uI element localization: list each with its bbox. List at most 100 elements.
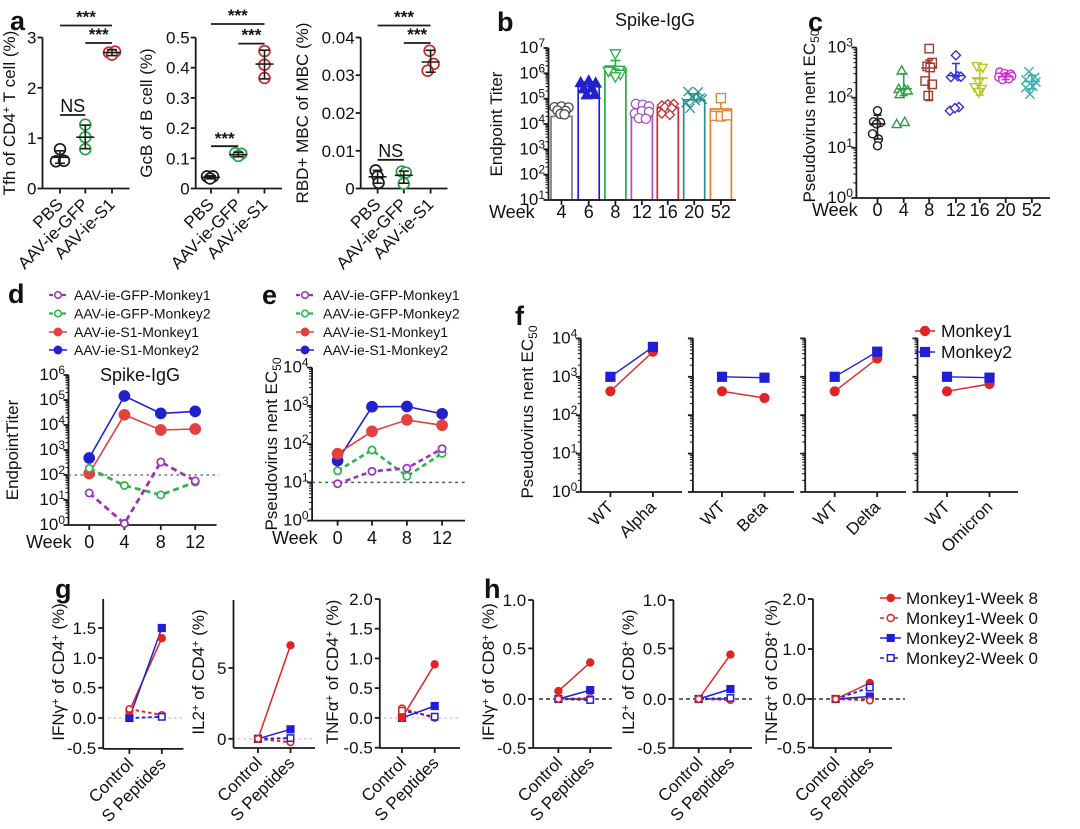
svg-text:h: h (484, 574, 501, 604)
svg-text:102: 102 (519, 163, 545, 184)
svg-text:NS: NS (378, 141, 403, 161)
svg-text:a: a (10, 6, 26, 36)
svg-text:5: 5 (217, 659, 226, 678)
svg-text:6: 6 (584, 202, 594, 222)
svg-text:c: c (808, 7, 823, 37)
svg-text:104: 104 (519, 112, 545, 133)
svg-text:0.5: 0.5 (503, 639, 527, 658)
svg-text:8: 8 (610, 202, 620, 222)
svg-text:-0.5: -0.5 (637, 739, 666, 758)
svg-text:AAV-ie-GFP-Monkey1: AAV-ie-GFP-Monkey1 (74, 287, 211, 303)
svg-text:IL2+ of CD4+ (%): IL2+ of CD4+ (%) (189, 609, 208, 734)
svg-text:e: e (262, 280, 277, 310)
svg-text:4: 4 (119, 532, 129, 552)
svg-text:16: 16 (970, 200, 990, 220)
svg-text:Monkey2: Monkey2 (941, 342, 1012, 362)
svg-text:1.0: 1.0 (643, 591, 667, 610)
svg-text:f: f (515, 301, 525, 331)
svg-text:103: 103 (519, 137, 545, 158)
svg-text:WT: WT (585, 497, 617, 529)
svg-text:107: 107 (519, 36, 545, 57)
svg-text:100: 100 (552, 480, 578, 501)
svg-text:AAV-ie-S1-Monkey2: AAV-ie-S1-Monkey2 (74, 342, 199, 358)
svg-text:104: 104 (552, 326, 578, 347)
svg-text:20: 20 (684, 202, 704, 222)
svg-text:106: 106 (519, 61, 545, 82)
svg-text:1.0: 1.0 (349, 649, 373, 668)
svg-text:104: 104 (283, 356, 309, 377)
svg-text:0.0: 0.0 (73, 709, 97, 728)
svg-text:101: 101 (552, 442, 578, 463)
svg-text:EndpointTiter: EndpointTiter (3, 399, 22, 500)
svg-text:RBD+ MBC of MBC (%): RBD+ MBC of MBC (%) (293, 23, 312, 204)
svg-text:***: *** (215, 129, 235, 148)
svg-text:2.0: 2.0 (349, 590, 373, 609)
svg-text:0.0: 0.0 (643, 690, 667, 709)
svg-text:12: 12 (185, 532, 205, 552)
svg-text:TNFα+ of CD4+ (%): TNFα+ of CD4+ (%) (323, 600, 342, 745)
svg-text:100: 100 (39, 513, 65, 534)
svg-text:-0.5: -0.5 (67, 739, 96, 758)
svg-text:IFNγ+ of CD4+ (%): IFNγ+ of CD4+ (%) (49, 603, 68, 741)
svg-text:0: 0 (217, 730, 226, 749)
svg-text:***: *** (241, 26, 261, 45)
svg-text:***: *** (228, 6, 248, 25)
svg-text:TNFα+ of CD8+ (%): TNFα+ of CD8+ (%) (762, 600, 781, 745)
svg-text:12: 12 (432, 528, 452, 548)
svg-text:0: 0 (84, 532, 94, 552)
svg-text:3: 3 (27, 29, 36, 48)
svg-text:Delta: Delta (843, 497, 885, 539)
svg-text:***: *** (407, 25, 427, 44)
svg-text:103: 103 (827, 36, 853, 57)
svg-text:12: 12 (632, 202, 652, 222)
svg-text:AAV-ie-GFP-Monkey1: AAV-ie-GFP-Monkey1 (323, 287, 460, 303)
svg-text:0: 0 (27, 180, 36, 199)
svg-text:105: 105 (39, 388, 65, 409)
svg-text:Pseudovirus nent EC50: Pseudovirus nent EC50 (800, 29, 822, 202)
svg-text:Spike-IgG: Spike-IgG (100, 365, 180, 385)
svg-text:16: 16 (658, 202, 678, 222)
svg-text:103: 103 (39, 438, 65, 459)
svg-text:AAV-ie-S1-Monkey1: AAV-ie-S1-Monkey1 (74, 324, 199, 340)
svg-text:0.1: 0.1 (166, 149, 190, 168)
svg-text:0.0: 0.0 (782, 690, 806, 709)
svg-text:105: 105 (519, 87, 545, 108)
svg-text:WT: WT (922, 497, 954, 529)
svg-text:Monkey2-Week 0: Monkey2-Week 0 (906, 649, 1038, 668)
svg-text:Tfh of CD4+ T cell (%): Tfh of CD4+ T cell (%) (0, 31, 19, 196)
svg-text:Week: Week (812, 200, 859, 220)
svg-text:0: 0 (345, 180, 354, 199)
svg-text:b: b (497, 7, 514, 37)
svg-text:4: 4 (367, 528, 377, 548)
svg-text:***: *** (89, 25, 109, 44)
svg-text:1.5: 1.5 (349, 620, 373, 639)
svg-text:d: d (8, 279, 25, 309)
svg-text:1.0: 1.0 (782, 640, 806, 659)
svg-text:-0.5: -0.5 (777, 739, 806, 758)
svg-text:Week: Week (272, 528, 319, 548)
svg-text:0: 0 (333, 528, 343, 548)
svg-text:Beta: Beta (733, 497, 772, 536)
svg-text:1.0: 1.0 (503, 591, 527, 610)
svg-text:0.5: 0.5 (643, 639, 667, 658)
svg-text:IL2+ of CD8+ (%): IL2+ of CD8+ (%) (619, 609, 638, 734)
svg-text:2: 2 (27, 79, 36, 98)
svg-text:106: 106 (39, 363, 65, 384)
svg-text:52: 52 (711, 202, 731, 222)
svg-text:NS: NS (60, 96, 85, 116)
svg-text:102: 102 (283, 432, 309, 453)
svg-text:52: 52 (1022, 200, 1042, 220)
svg-text:101: 101 (283, 470, 309, 491)
svg-text:102: 102 (39, 463, 65, 484)
svg-text:12: 12 (946, 200, 966, 220)
svg-text:0.5: 0.5 (73, 679, 97, 698)
svg-text:0.02: 0.02 (322, 104, 355, 123)
svg-text:AAV-ie-GFP-Monkey2: AAV-ie-GFP-Monkey2 (74, 306, 211, 322)
svg-text:***: *** (394, 8, 414, 27)
svg-text:GcB of B cell (%): GcB of B cell (%) (137, 48, 156, 177)
svg-text:0: 0 (872, 200, 882, 220)
svg-text:1.5: 1.5 (73, 619, 97, 638)
svg-text:0.2: 0.2 (166, 119, 190, 138)
svg-text:0: 0 (180, 180, 189, 199)
svg-text:0.3: 0.3 (166, 89, 190, 108)
